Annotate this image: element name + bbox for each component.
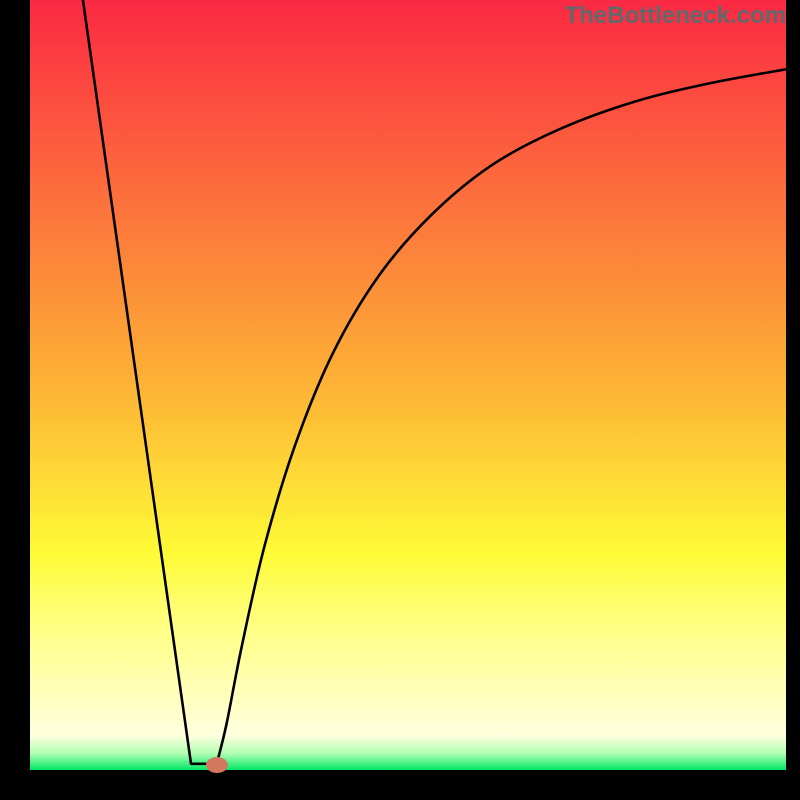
plot-svg (30, 0, 786, 770)
watermark-text: TheBottleneck.com (565, 2, 786, 30)
optimum-marker (206, 757, 228, 773)
chart-frame: TheBottleneck.com (0, 0, 800, 800)
plot-area (30, 0, 786, 770)
plot-background (30, 0, 786, 770)
